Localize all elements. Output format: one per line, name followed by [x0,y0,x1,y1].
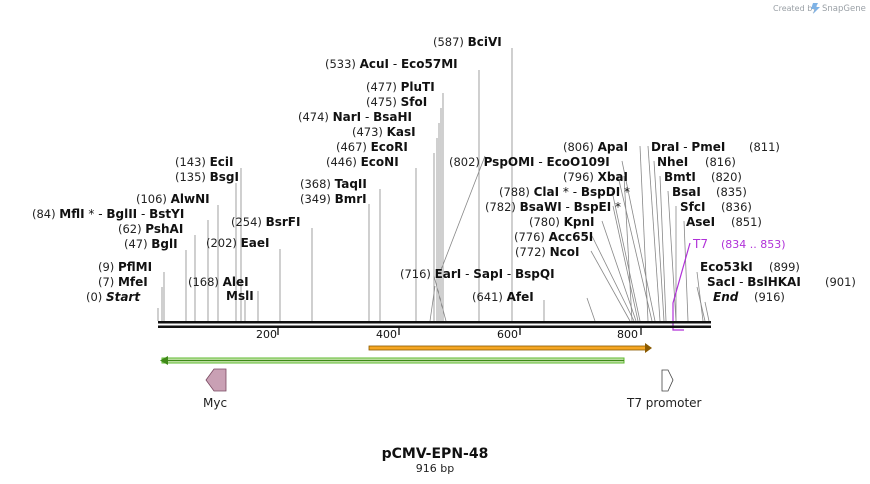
site-label[interactable]: (143) EciI [175,155,233,169]
site-label[interactable]: (587) BciVI [433,35,502,49]
site-label[interactable]: (106) AlwNI [136,192,210,206]
site-label[interactable]: (802) PspOMI - EcoO109I [449,155,610,169]
site-label[interactable]: (135) BsgI [175,170,239,184]
backbone-top-strand [158,321,711,324]
credit-brand: SnapGene [822,4,866,14]
site-label[interactable]: (0) Start [86,290,141,304]
site-label[interactable]: End [713,290,739,304]
site-label[interactable]: NheI [657,155,688,169]
site-label[interactable]: (467) EcoRI [336,140,408,154]
credit-prefix: Created by [773,4,817,13]
site-position: (916) [754,290,785,304]
myc-arrow-icon[interactable] [205,368,227,392]
snapgene-logo-icon [811,3,820,14]
myc-label: Myc [203,396,227,410]
t7-promoter-arrow-icon[interactable] [661,369,674,392]
site-label[interactable]: (641) AfeI [472,290,534,304]
site-label[interactable]: (780) KpnI [529,215,595,229]
site-label[interactable]: (202) EaeI [206,236,270,250]
plasmid-name: pCMV-EPN-48 [382,446,489,462]
axis-ticks: 200 400 600 800 [256,328,642,341]
site-label[interactable]: (806) ApaI [563,140,628,154]
backbone-bottom-strand [158,325,711,328]
site-label[interactable]: BsaI [672,185,701,199]
site-label[interactable]: (533) AcuI - Eco57MI [325,57,458,71]
site-position: (820) [711,170,742,184]
site-label[interactable]: (349) BmrI [300,192,367,206]
site-label[interactable]: (772) NcoI [515,245,579,259]
orange-feature[interactable] [368,343,652,353]
site-label[interactable]: (473) KasI [352,125,416,139]
tick-label-400: 400 [376,328,397,341]
site-position: (836) [721,200,752,214]
tick-label-800: 800 [617,328,638,341]
site-label[interactable]: (254) BsrFI [231,215,300,229]
t7-primer-range: (834 .. 853) [721,238,786,251]
site-label[interactable]: SacI - BslHKAI [707,275,801,289]
site-label[interactable]: Eco53kI [700,260,753,274]
site-label[interactable]: (47) BglI [124,237,178,251]
site-label[interactable]: (84) MflI * - BglII - BstYI [32,207,184,221]
site-label[interactable]: (9) PflMI [98,260,152,274]
site-label[interactable]: (7) MfeI [98,275,148,289]
t7-primer-marker [672,242,691,331]
site-position: (835) [716,185,747,199]
site-label[interactable]: SfcI [680,200,705,214]
site-label[interactable]: (788) ClaI * - BspDI * [499,185,630,199]
site-position: (901) [825,275,856,289]
tick-label-200: 200 [256,328,277,341]
site-label[interactable]: AseI [686,215,715,229]
plasmid-length: 916 bp [416,462,454,475]
site-label[interactable]: DraI - PmeI [651,140,725,154]
site-label[interactable]: (782) BsaWI - BspEI * [485,200,621,214]
site-label[interactable]: BmtI [664,170,696,184]
site-position: (811) [749,140,780,154]
site-label[interactable]: (776) Acc65I [514,230,593,244]
site-label[interactable]: (477) PluTI [366,80,435,94]
site-label[interactable]: (475) SfoI [366,95,427,109]
green-feature[interactable] [160,356,625,365]
site-label[interactable]: (446) EcoNI [326,155,399,169]
site-label[interactable]: (368) TaqII [300,177,367,191]
site-label[interactable]: (716) EarI - SapI - BspQI [400,267,555,281]
site-position: (851) [731,215,762,229]
site-position: (816) [705,155,736,169]
site-label[interactable]: (168) AleI [188,275,249,289]
site-label[interactable]: MslI [226,289,254,303]
site-position: (899) [769,260,800,274]
site-label[interactable]: (474) NarI - BsaHI [298,110,412,124]
t7-primer-label: T7 [692,237,708,251]
site-labels: (587) BciVI (533) AcuI - Eco57MI (477) Plu… [32,35,856,304]
site-leader-lines [157,48,710,322]
site-label[interactable]: (796) XbaI [563,170,628,184]
t7-promoter-label: T7 promoter [626,396,702,410]
tick-label-600: 600 [497,328,518,341]
site-label[interactable]: (62) PshAI [118,222,183,236]
